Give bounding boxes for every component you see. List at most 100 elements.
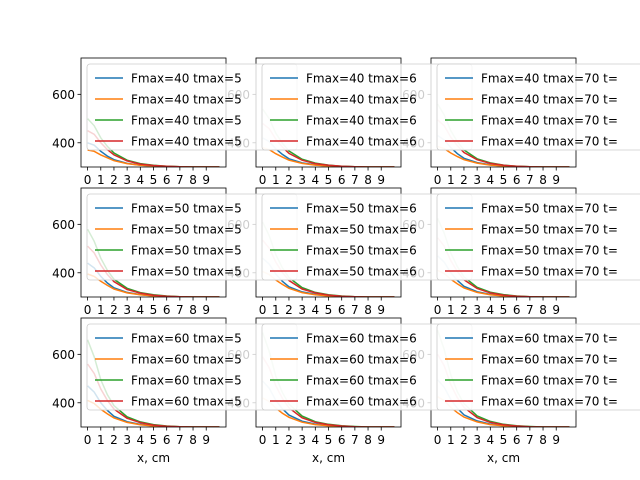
legend-entry: Fmax=40 tmax=70 t= — [481, 93, 618, 107]
x-tick-label: 5 — [150, 173, 158, 187]
x-tick-label: 6 — [513, 433, 521, 447]
legend-entry: Fmax=40 tmax=70 t= — [481, 72, 618, 86]
legend-entry: Fmax=50 tmax=5 — [131, 223, 242, 237]
x-tick-label: 2 — [110, 303, 118, 317]
legend-entry: Fmax=60 tmax=70 t= — [481, 353, 618, 367]
subplot-grid: 0123456789400600012345678940060001234567… — [52, 57, 640, 465]
legend-entry: Fmax=40 tmax=5 — [131, 135, 242, 149]
x-tick-label: 4 — [486, 173, 494, 187]
x-tick-label: 0 — [434, 433, 442, 447]
legend-entry: Fmax=50 tmax=70 t= — [481, 265, 618, 279]
x-tick-label: 1 — [272, 433, 280, 447]
x-tick-label: 6 — [513, 173, 521, 187]
x-tick-label: 1 — [447, 173, 455, 187]
x-tick-label: 5 — [500, 303, 508, 317]
legend-entry: Fmax=50 tmax=70 t= — [481, 244, 618, 258]
x-tick-label: 2 — [110, 433, 118, 447]
series-line-1 — [262, 146, 395, 167]
x-tick-label: 5 — [150, 433, 158, 447]
x-tick-label: 8 — [364, 303, 372, 317]
x-axis-label: x, cm — [137, 451, 170, 465]
x-tick-label: 4 — [136, 433, 144, 447]
legend-entry: Fmax=60 tmax=5 — [131, 332, 242, 346]
legend-entry: Fmax=60 tmax=70 t= — [481, 332, 618, 346]
y-tick-label: 600 — [52, 88, 75, 102]
legend-entry: Fmax=40 tmax=6 — [306, 114, 417, 128]
legend-entry: Fmax=50 tmax=6 — [306, 265, 417, 279]
x-tick-label: 9 — [552, 173, 560, 187]
x-tick-label: 7 — [526, 303, 534, 317]
legend-entry: Fmax=50 tmax=5 — [131, 244, 242, 258]
x-tick-label: 8 — [189, 303, 197, 317]
x-tick-label: 1 — [447, 303, 455, 317]
x-tick-label: 8 — [539, 173, 547, 187]
y-tick-label: 600 — [52, 218, 75, 232]
x-tick-label: 7 — [351, 173, 359, 187]
x-tick-label: 4 — [486, 433, 494, 447]
x-tick-label: 5 — [150, 303, 158, 317]
legend: Fmax=60 tmax=5 Fmax=60 tmax=5 Fmax=60 tmax… — [86, 323, 298, 411]
x-axis-label: x, cm — [312, 451, 345, 465]
series-line-1 — [87, 149, 220, 167]
x-tick-label: 3 — [123, 173, 131, 187]
legend-entry: Fmax=50 tmax=6 — [306, 244, 417, 258]
x-tick-label: 2 — [460, 173, 468, 187]
x-tick-label: 4 — [311, 433, 319, 447]
legend: Fmax=50 tmax=6 Fmax=50 tmax=6 Fmax=50 tmax… — [261, 193, 473, 281]
legend-entry: Fmax=50 tmax=5 — [131, 265, 242, 279]
legend-box — [436, 193, 640, 281]
x-tick-label: 9 — [552, 303, 560, 317]
x-tick-label: 8 — [364, 433, 372, 447]
x-tick-label: 2 — [460, 303, 468, 317]
y-tick-label: 400 — [52, 136, 75, 150]
legend-entry: Fmax=50 tmax=5 — [131, 202, 242, 216]
legend-entry: Fmax=60 tmax=6 — [306, 374, 417, 388]
legend: Fmax=60 tmax=70 t= Fmax=60 tmax=70 t= Fmax… — [436, 323, 640, 411]
x-axis-label: x, cm — [487, 451, 520, 465]
x-tick-label: 7 — [351, 303, 359, 317]
x-tick-label: 5 — [325, 433, 333, 447]
x-tick-label: 1 — [272, 303, 280, 317]
legend: Fmax=60 tmax=6 Fmax=60 tmax=6 Fmax=60 tmax… — [261, 323, 473, 411]
x-tick-label: 0 — [259, 303, 267, 317]
x-tick-label: 0 — [434, 173, 442, 187]
series-line-1 — [437, 145, 570, 167]
legend-entry: Fmax=60 tmax=5 — [131, 374, 242, 388]
legend-box — [436, 63, 640, 151]
series-line-1 — [87, 273, 220, 297]
legend-entry: Fmax=40 tmax=6 — [306, 135, 417, 149]
x-tick-label: 0 — [84, 433, 92, 447]
x-tick-label: 4 — [486, 303, 494, 317]
x-tick-label: 1 — [97, 433, 105, 447]
x-tick-label: 4 — [136, 303, 144, 317]
x-tick-label: 7 — [526, 433, 534, 447]
legend: Fmax=40 tmax=70 t= Fmax=40 tmax=70 t= Fmax… — [436, 63, 640, 151]
x-tick-label: 3 — [298, 433, 306, 447]
x-tick-label: 6 — [163, 433, 171, 447]
x-tick-label: 9 — [552, 433, 560, 447]
legend: Fmax=40 tmax=6 Fmax=40 tmax=6 Fmax=40 tmax… — [261, 63, 473, 151]
legend-entry: Fmax=40 tmax=6 — [306, 72, 417, 86]
x-tick-label: 5 — [325, 173, 333, 187]
x-tick-label: 1 — [97, 303, 105, 317]
y-tick-label: 400 — [52, 396, 75, 410]
x-tick-label: 5 — [500, 433, 508, 447]
x-tick-label: 2 — [285, 433, 293, 447]
x-tick-label: 2 — [285, 173, 293, 187]
x-tick-label: 4 — [311, 303, 319, 317]
x-tick-label: 4 — [311, 173, 319, 187]
x-tick-label: 9 — [377, 303, 385, 317]
x-tick-label: 5 — [325, 303, 333, 317]
x-tick-label: 6 — [338, 303, 346, 317]
legend-entry: Fmax=40 tmax=70 t= — [481, 135, 618, 149]
legend-entry: Fmax=50 tmax=70 t= — [481, 202, 618, 216]
x-tick-label: 8 — [539, 433, 547, 447]
x-tick-label: 0 — [84, 173, 92, 187]
x-tick-label: 0 — [84, 303, 92, 317]
legend-entry: Fmax=40 tmax=5 — [131, 114, 242, 128]
x-tick-label: 6 — [338, 173, 346, 187]
x-tick-label: 1 — [272, 173, 280, 187]
y-tick-label: 600 — [52, 348, 75, 362]
legend-entry: Fmax=50 tmax=70 t= — [481, 223, 618, 237]
legend: Fmax=40 tmax=5 Fmax=40 tmax=5 Fmax=40 tmax… — [86, 63, 298, 151]
